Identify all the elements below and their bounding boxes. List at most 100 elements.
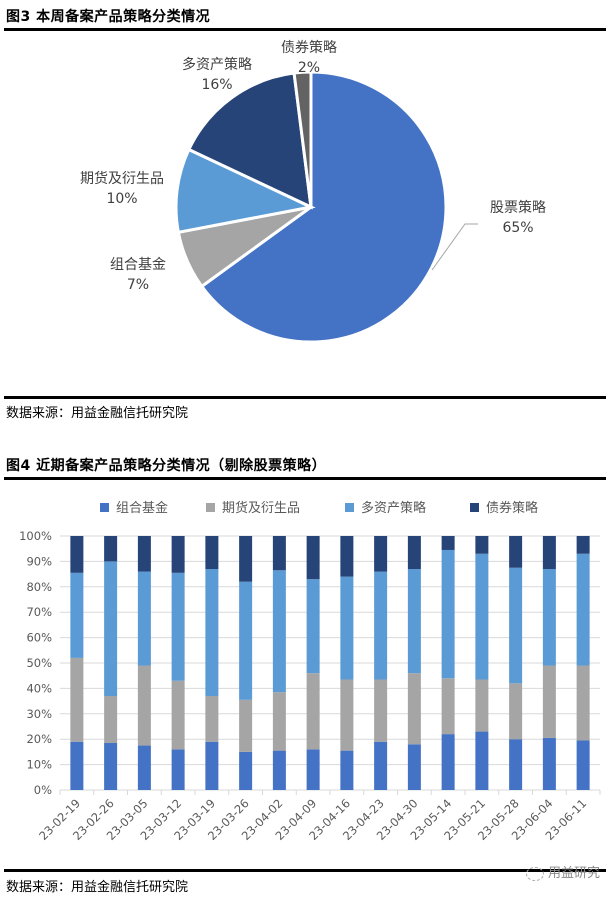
bar-segment [576, 553, 590, 666]
bar-segment [340, 750, 354, 790]
watermark: 用益研究 [525, 862, 600, 881]
bar-stack [441, 536, 455, 790]
bar-segment [374, 679, 388, 742]
figure4-source: 数据来源：用益金融信托研究院 [6, 880, 189, 895]
bar-stack [340, 536, 354, 790]
legend-item: 组合基金 [100, 500, 168, 516]
legend-item: 多资产策略 [345, 500, 426, 516]
bar-stack [171, 536, 185, 790]
bar-segment [137, 665, 151, 746]
legend-item: 债券策略 [470, 500, 538, 516]
pie-slice [174, 147, 316, 235]
bar-segment [509, 567, 523, 684]
pie-slice [292, 70, 313, 208]
bar-segment [509, 683, 523, 740]
bar-segment [171, 572, 185, 681]
legend-swatch-icon [206, 503, 215, 512]
y-tick-label: 70% [26, 605, 52, 619]
bar-segment [542, 665, 556, 738]
bar-segment [70, 572, 84, 658]
pie-label: 组合基金 [110, 256, 166, 273]
bar-segment [306, 579, 320, 674]
bar-segment [104, 743, 118, 790]
legend-item: 期货及衍生品 [206, 500, 300, 516]
legend-swatch-icon [345, 503, 354, 512]
stacked-bar-chart: 组合基金 期货及衍生品 多资产策略 债券策略 0% 10% 20% 30% 40% 50% 60% 7… [19, 500, 601, 843]
bar-segment [104, 696, 118, 744]
bar-segment [104, 536, 118, 562]
pie-slice [199, 70, 448, 344]
y-tick-label: 90% [26, 554, 52, 568]
bar-segment [509, 536, 523, 568]
pie-value: 16% [201, 77, 232, 93]
y-tick-label: 100% [19, 529, 52, 543]
pie-value: 2% [298, 60, 320, 76]
pie-slice [186, 71, 313, 210]
y-tick-label: 10% [26, 758, 52, 772]
bar-segment [576, 665, 590, 741]
bar-segment [104, 561, 118, 697]
title-rule [4, 28, 606, 31]
pie-value: 10% [106, 191, 137, 207]
bar-segment [374, 571, 388, 680]
bar-segment [306, 536, 320, 580]
y-tick-label: 40% [26, 681, 52, 695]
bar-stack [306, 536, 320, 790]
pie-value: 7% [127, 277, 149, 293]
bar-segment [137, 536, 151, 572]
bar-segment [374, 741, 388, 790]
y-tick-label: 20% [26, 732, 52, 746]
bar-segment [239, 536, 253, 582]
bar-segment [340, 576, 354, 680]
legend-swatch-icon [470, 503, 479, 512]
bar-stack [407, 536, 421, 790]
bar-stack [137, 536, 151, 790]
bar-segment [340, 679, 354, 751]
bar-segment [239, 751, 253, 790]
bar-stack [239, 536, 253, 790]
bar-segment [239, 581, 253, 700]
bar-segment [272, 536, 286, 571]
svg-text:期货及衍生品: 期货及衍生品 [222, 500, 300, 516]
svg-text:债券策略: 债券策略 [486, 500, 538, 516]
y-tick-label: 60% [26, 631, 52, 645]
pie-label: 期货及衍生品 [80, 170, 164, 187]
bar-segment [171, 749, 185, 790]
bar-segment [306, 749, 320, 790]
bar-segment [475, 731, 489, 790]
y-tick-label: 0% [34, 783, 52, 797]
bar-segment [205, 696, 219, 742]
bar-stack [509, 536, 523, 790]
pie-value: 65% [502, 220, 533, 236]
bar-segment [340, 536, 354, 577]
bar-segment [272, 570, 286, 693]
bar-segment [441, 734, 455, 790]
bar-segment [576, 740, 590, 790]
bar-segment [70, 657, 84, 742]
wechat-icon [525, 866, 544, 881]
pie-label: 股票策略 [490, 199, 546, 216]
bar-segment [272, 750, 286, 790]
y-tick-label: 50% [26, 656, 52, 670]
y-tick-label: 80% [26, 580, 52, 594]
svg-text:组合基金: 组合基金 [116, 500, 168, 516]
bar-segment [441, 549, 455, 679]
pie-label: 多资产策略 [182, 56, 252, 73]
bar-segment [542, 737, 556, 790]
bar-stack [576, 536, 590, 790]
svg-text:多资产策略: 多资产策略 [361, 500, 426, 516]
bar-segment [239, 699, 253, 752]
bar-stack [475, 536, 489, 790]
bar-stack [70, 536, 84, 790]
bar-segment [475, 536, 489, 554]
bar-segment [171, 536, 185, 573]
bar-segment [407, 673, 421, 745]
bar-segment [272, 692, 286, 751]
bar-segment [576, 536, 590, 554]
bar-segment [441, 678, 455, 735]
figure3-source: 数据来源：用益金融信托研究院 [6, 406, 189, 421]
bar-segment [205, 741, 219, 790]
leader-line [431, 223, 478, 271]
bar-stack [374, 536, 388, 790]
bar-segment [407, 569, 421, 674]
